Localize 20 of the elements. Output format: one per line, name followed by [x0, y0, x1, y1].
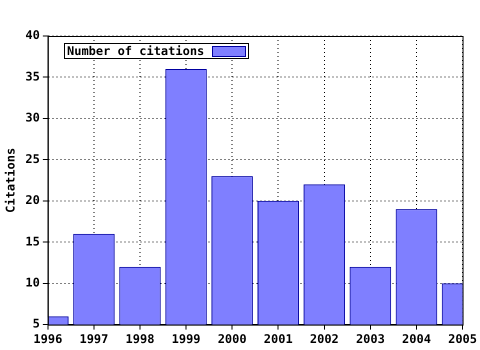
x-tick-label: 2002	[310, 332, 339, 346]
x-tick-label: 2003	[356, 332, 385, 346]
y-tick-label: 25	[25, 152, 40, 166]
x-tick-label: 2001	[264, 332, 293, 346]
x-tick-label: 2000	[218, 332, 247, 346]
y-tick-label: 5	[32, 316, 40, 331]
y-tick-label: 30	[25, 110, 40, 125]
x-tick-label: 1999	[172, 332, 201, 346]
x-tick-label: 1997	[79, 332, 108, 346]
y-tick-label: 15	[25, 234, 40, 248]
y-tick-label: 35	[25, 69, 40, 84]
y-tick-label: 10	[25, 275, 40, 290]
x-tick-label: 1998	[126, 332, 154, 346]
x-tick-label: 1996	[33, 332, 62, 346]
y-tick-label: 40	[25, 28, 40, 42]
x-tick-label: 2005	[448, 332, 478, 346]
legend-label: Number of citations	[67, 44, 204, 58]
y-tick-label: 20	[25, 193, 40, 208]
y-axis-title: Citations	[3, 148, 18, 213]
x-tick-label: 2004	[402, 332, 431, 346]
